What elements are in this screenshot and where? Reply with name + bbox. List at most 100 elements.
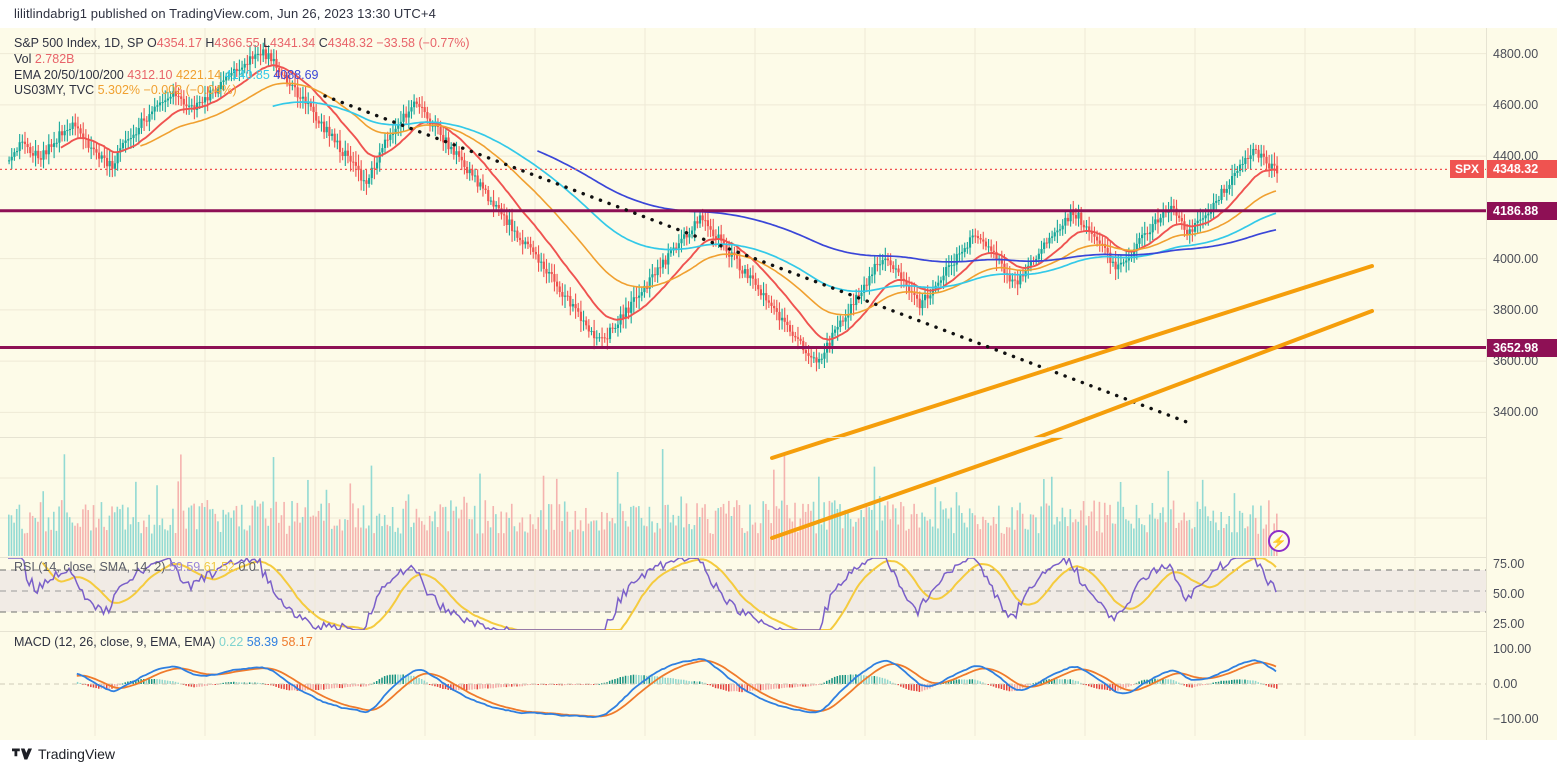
volume-bar — [391, 506, 394, 556]
volume-legend[interactable]: Vol 2.782B EMA 20/50/100/200 4312.10 422… — [14, 52, 319, 99]
macd-legend[interactable]: MACD (12, 26, close, 9, EMA, EMA) 0.22 5… — [14, 635, 313, 651]
rsi-pane[interactable] — [0, 558, 1486, 630]
volume-bar — [328, 503, 330, 556]
candle-body — [979, 238, 982, 240]
price-pane[interactable] — [0, 28, 1486, 438]
rsi-legend[interactable]: RSI (14, close, SMA, 14, 2) 59.59 61.52 … — [14, 560, 256, 576]
volume-bar — [950, 507, 952, 556]
macd-histogram-bar — [272, 684, 275, 686]
macd-pane[interactable] — [0, 632, 1486, 736]
candle-body — [778, 311, 781, 321]
volume-bar — [929, 519, 931, 556]
macd-histogram-bar — [201, 684, 203, 687]
volume-bar — [201, 503, 203, 556]
candle-body — [770, 302, 773, 306]
volume-bar — [677, 515, 680, 556]
candle-body — [820, 358, 823, 360]
macd-histogram-bar — [315, 684, 317, 690]
macd-histogram-bar — [704, 682, 706, 684]
last-price-badge[interactable]: 4348.32 — [1487, 160, 1557, 179]
rsi-label: RSI (14, close, SMA, 14, 2) — [14, 560, 166, 574]
candle-body — [203, 97, 207, 103]
volume-value: 2.782B — [34, 52, 75, 66]
macd-histogram-bar — [1138, 681, 1140, 684]
candle-body — [616, 324, 620, 328]
rsi-extra-1: 0 — [238, 560, 246, 574]
candle-body — [304, 96, 307, 104]
volume-bar — [198, 506, 201, 556]
volume-bar — [1061, 507, 1064, 556]
volume-bar — [1146, 532, 1148, 556]
price-legend[interactable]: S&P 500 Index, 1D, SP O4354.17 H4366.55 … — [14, 36, 470, 52]
candle-body — [839, 320, 842, 327]
macd-histogram-bar — [240, 682, 243, 684]
macd-histogram-bar — [765, 684, 767, 690]
low-label: L — [263, 36, 271, 50]
macd-histogram-bar — [630, 675, 632, 684]
candle-body — [389, 134, 392, 140]
volume-bar — [100, 502, 103, 556]
candle-body — [1080, 212, 1083, 225]
volume-bar — [153, 524, 156, 556]
price-scale[interactable]: 4800.00 4600.00 4400.00 4000.00 3800.00 3600.… — [1486, 28, 1557, 740]
volume-bar — [820, 524, 823, 556]
macd-histogram-bar — [172, 681, 174, 684]
candle-body — [195, 102, 199, 110]
candle-body — [100, 155, 103, 159]
macd-histogram-bar — [476, 684, 479, 690]
volume-bar — [783, 453, 786, 556]
macd-histogram-bar — [1238, 679, 1241, 684]
volume-bar — [1265, 524, 1268, 556]
macd-histogram-bar — [222, 682, 224, 684]
level-price-badge[interactable]: 3652.98 — [1487, 338, 1557, 357]
macd-histogram-bar — [1058, 679, 1061, 684]
macd-histogram-bar — [510, 684, 513, 687]
candle-body — [685, 234, 688, 238]
volume-bar — [878, 495, 881, 556]
volume-bar — [542, 475, 545, 556]
macd-histogram-bar — [521, 684, 524, 687]
volume-bar — [680, 496, 682, 556]
candle-body — [1260, 153, 1263, 158]
macd-histogram-bar — [524, 684, 526, 686]
candle-body — [1088, 226, 1091, 231]
macd-histogram-bar — [958, 679, 960, 684]
volume-bar — [603, 529, 606, 556]
macd-histogram-bar — [627, 675, 629, 684]
chart-canvas[interactable]: ⚡ — [0, 28, 1557, 740]
volume-bar — [323, 520, 325, 556]
macd-histogram-bar — [90, 684, 92, 688]
macd-histogram-bar — [79, 682, 81, 684]
candle-body — [773, 305, 776, 309]
macd-histogram-bar — [397, 674, 399, 684]
candle-body — [852, 304, 855, 306]
macd-histogram-bar — [558, 684, 561, 686]
volume-bar — [1109, 504, 1111, 556]
macd-histogram-bar — [823, 682, 825, 684]
candle-body — [942, 275, 945, 281]
spx-symbol-tag[interactable]: SPX — [1450, 160, 1484, 179]
volume-bar — [137, 522, 140, 556]
macd-histogram-bar — [905, 684, 907, 689]
candle-body — [1035, 259, 1038, 261]
candle-body — [1207, 213, 1210, 216]
candle-body — [121, 142, 125, 149]
candle-body — [873, 263, 876, 275]
volume-bar — [743, 532, 746, 556]
volume-bar — [74, 525, 76, 556]
volume-bar — [992, 517, 995, 556]
candle-body — [1011, 279, 1014, 282]
candle-body — [185, 104, 188, 107]
candle-body — [71, 122, 74, 129]
candle-body — [553, 274, 556, 282]
candle-body — [1178, 215, 1181, 218]
macd-histogram-bar — [360, 684, 362, 687]
macd-histogram-bar — [600, 683, 603, 685]
candle-body — [677, 243, 680, 249]
lightning-bolt-icon[interactable]: ⚡ — [1268, 530, 1290, 552]
volume-pane[interactable]: ⚡ — [0, 438, 1486, 556]
tradingview-logo[interactable]: TradingView — [12, 746, 115, 762]
level-price-badge[interactable]: 4186.88 — [1487, 201, 1557, 220]
candle-body — [1138, 238, 1141, 244]
macd-line-value: 58.39 — [246, 635, 279, 649]
